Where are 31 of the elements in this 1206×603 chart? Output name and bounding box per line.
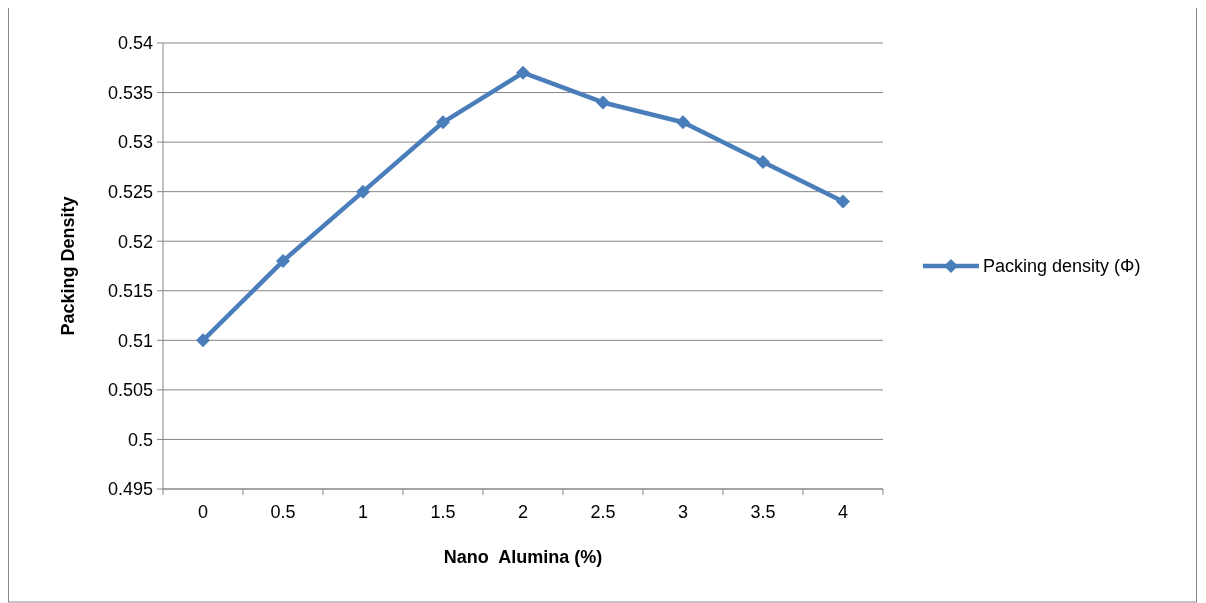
y-tick-label: 0.535 (107, 82, 153, 103)
y-axis-title: Packing Density (58, 196, 78, 336)
y-tick-label: 0.51 (117, 330, 153, 351)
x-axis-title: Nano Alumina (%) (443, 547, 603, 567)
x-tick-label: 3 (677, 502, 689, 522)
y-tick-label: 0.53 (117, 132, 153, 153)
y-tick-label: 0.505 (107, 380, 153, 401)
y-tick-label: 0.515 (107, 281, 153, 302)
y-tick-label: 0.5 (127, 429, 153, 450)
x-tick-label: 4 (837, 502, 849, 522)
x-tick-label: 0 (197, 502, 209, 522)
point (756, 154, 770, 169)
y-tick-label: 0.525 (107, 181, 153, 202)
legend-label: Packing density (Φ) (983, 256, 1141, 276)
x-tick-label: 3.5 (750, 502, 776, 522)
point (836, 194, 850, 209)
x-tick-label: 2 (517, 502, 529, 522)
x-tick-label: 1.5 (430, 502, 456, 522)
point (196, 333, 210, 348)
point (516, 65, 530, 80)
point (436, 115, 450, 130)
x-tick-label: 1 (357, 502, 369, 522)
point (676, 115, 690, 130)
point (356, 184, 370, 199)
x-tick-label: 0.5 (270, 502, 296, 522)
point (276, 254, 290, 269)
point (596, 95, 610, 110)
x-tick-label: 2.5 (590, 502, 616, 522)
y-tick-label: 0.495 (107, 479, 153, 500)
y-tick-label: 0.52 (117, 231, 153, 252)
y-tick-label: 0.54 (117, 33, 153, 54)
